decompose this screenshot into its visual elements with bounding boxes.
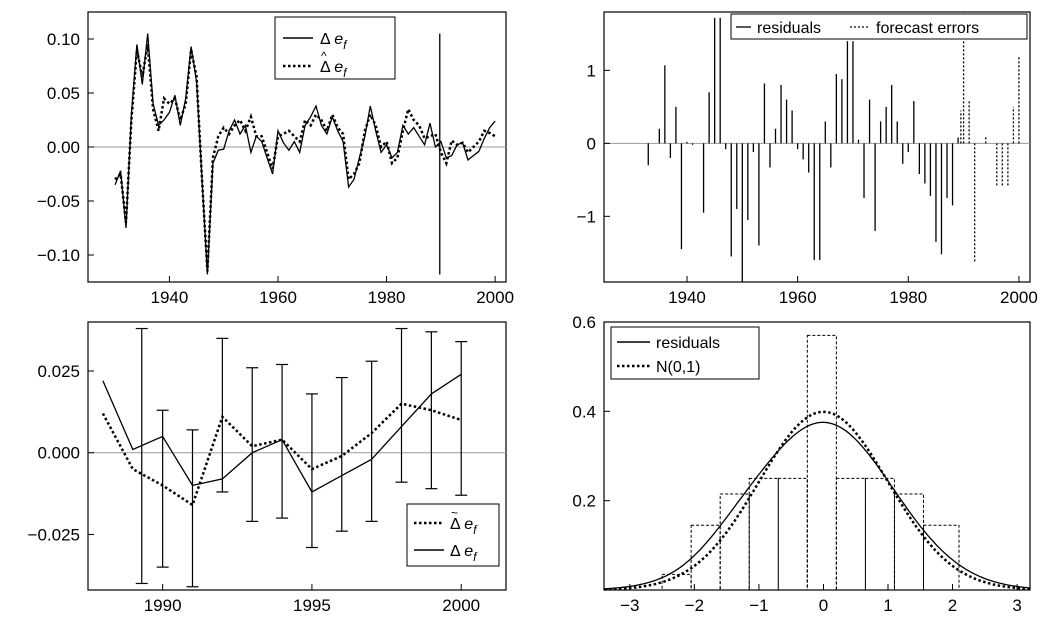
x-tick-label: 3	[1012, 596, 1021, 615]
x-tick-label: 1940	[668, 288, 706, 307]
axis-ticks: 1990 1995 2000 −0.025 0.000 0.025	[28, 362, 481, 615]
series-line-dotted	[114, 44, 496, 272]
x-tick-label: 1960	[259, 288, 297, 307]
x-tick-label: −3	[620, 596, 639, 615]
y-tick-label: 0.025	[37, 362, 80, 381]
y-tick-label: 0.6	[572, 313, 596, 332]
legend-label-normal: N(0,1)	[656, 359, 700, 376]
histogram-bar	[690, 524, 721, 591]
y-tick-label: 1	[587, 61, 596, 80]
residual-bars	[647, 12, 1020, 282]
legend: residuals forecast errors	[730, 13, 1028, 40]
legend-label-actual: Δ ef	[450, 543, 478, 564]
plot-frame	[603, 11, 1031, 283]
y-tick-label: 0.2	[572, 492, 596, 511]
panel-top-right: 1940 1960 1980 2000 −1 0 1 residuals forecast …	[577, 11, 1038, 307]
histogram-bar	[777, 477, 808, 591]
legend-frame	[406, 503, 500, 567]
histogram-and-densities	[603, 334, 1031, 591]
legend-label-forecast: forecast errors	[876, 20, 979, 37]
y-tick-label: −0.10	[37, 246, 80, 265]
y-tick-label: −1	[577, 207, 596, 226]
legend-label-residuals: residuals	[656, 335, 720, 352]
panel-bottom-right: −3 −2 −1 0 1 2 3 0.2 0.4 0.6 residuals N(0,1)	[572, 313, 1031, 615]
histogram-bar	[835, 477, 866, 591]
normal-density-curve	[604, 410, 1031, 591]
x-tick-label: 1990	[144, 596, 182, 615]
x-tick-label: 2000	[1000, 288, 1038, 307]
x-tick-label: −1	[749, 596, 768, 615]
legend-label-residuals: residuals	[757, 20, 821, 37]
histogram-bar	[719, 493, 750, 591]
plot-frame	[603, 321, 1031, 591]
x-tick-label: 1980	[889, 288, 927, 307]
x-tick-label: 2000	[442, 596, 480, 615]
histogram-bar	[893, 493, 924, 591]
legend-frame	[730, 13, 1028, 40]
x-tick-label: 1	[883, 596, 892, 615]
series-line-solid	[114, 33, 496, 275]
legend-label-fitted: ^ Δ ef	[320, 49, 348, 80]
legend: Δ ef ^ Δ ef	[274, 16, 396, 80]
legend-frame	[274, 16, 396, 80]
legend-frame	[610, 326, 760, 380]
series-lines-and-error-bars	[101, 327, 468, 588]
y-tick-label: −0.025	[28, 525, 80, 544]
residual-density-curve	[603, 421, 1031, 590]
x-tick-label: 1980	[368, 288, 406, 307]
panel-top-left: 1940 1960 1980 2000 −0.10 −0.05 0.00 0.05 0.10 Δ…	[37, 11, 514, 307]
y-tick-label: 0.00	[47, 138, 80, 157]
y-tick-label: 0	[587, 134, 596, 153]
x-tick-label: 1940	[151, 288, 189, 307]
plot-frame	[87, 321, 507, 591]
legend: ~ Δ ef Δ ef	[406, 503, 500, 567]
y-tick-label: 0.05	[47, 84, 80, 103]
y-tick-label: 0.4	[572, 402, 596, 421]
y-tick-label: 0.10	[47, 30, 80, 49]
histogram-bar	[923, 524, 960, 591]
x-tick-label: 2000	[476, 288, 514, 307]
x-tick-label: 0	[819, 596, 828, 615]
x-tick-label: 2	[948, 596, 957, 615]
legend-label-actual: Δ ef	[320, 31, 348, 52]
x-tick-label: 1960	[779, 288, 817, 307]
histogram-bar	[806, 334, 837, 591]
axis-ticks: 1940 1960 1980 2000 −0.10 −0.05 0.00 0.05 0.10	[37, 30, 514, 307]
y-tick-label: 0.000	[37, 444, 80, 463]
series-lines	[114, 33, 496, 275]
legend-label-forecast: ~ Δ ef	[450, 506, 478, 537]
histogram-bar	[864, 477, 895, 591]
axis-ticks: 1940 1960 1980 2000 −1 0 1	[577, 61, 1038, 307]
x-tick-label: 1995	[293, 596, 331, 615]
legend: residuals N(0,1)	[610, 326, 760, 380]
axis-ticks: −3 −2 −1 0 1 2 3 0.2 0.4 0.6	[572, 313, 1021, 615]
histogram-bar	[661, 573, 692, 591]
histogram-bar	[748, 477, 779, 591]
y-tick-label: −0.05	[37, 192, 80, 211]
x-tick-label: −2	[685, 596, 704, 615]
panel-bottom-left: 1990 1995 2000 −0.025 0.000 0.025 ~ Δ ef Δ ef	[28, 321, 507, 615]
